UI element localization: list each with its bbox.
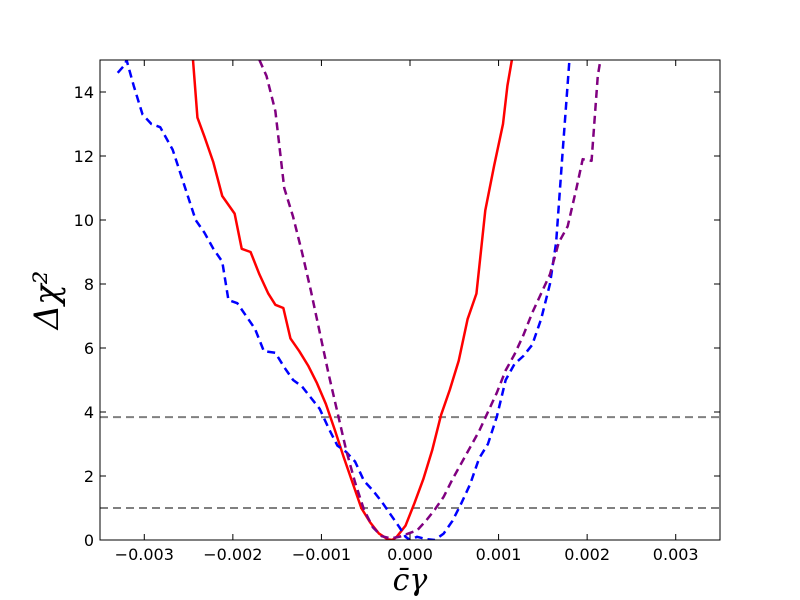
y-tick-label: 10	[74, 211, 94, 230]
series-line-2	[258, 60, 602, 540]
y-tick-label: 2	[84, 467, 94, 486]
y-tick-label: 14	[74, 83, 94, 102]
series-line-0	[191, 60, 514, 540]
x-tick-label: 0.003	[653, 545, 699, 564]
x-tick-label: −0.003	[115, 545, 174, 564]
x-tick-label: 0.000	[387, 545, 433, 564]
y-axis: 0 2 4 6 8 10 12 14	[74, 83, 720, 550]
y-tick-label: 4	[84, 403, 94, 422]
x-tick-label: 0.002	[564, 545, 610, 564]
x-tick-label: −0.001	[292, 545, 351, 564]
x-axis-label: c̄γ	[393, 563, 428, 598]
x-tick-label: −0.002	[203, 545, 262, 564]
y-tick-label: 8	[84, 275, 94, 294]
series-group	[116, 60, 602, 540]
series-line-1	[116, 60, 571, 540]
y-axis-label: Δχ²	[27, 271, 67, 332]
y-tick-label: 0	[84, 531, 94, 550]
y-tick-label: 12	[74, 147, 94, 166]
x-tick-label: 0.001	[476, 545, 522, 564]
x-axis: −0.003 −0.002 −0.001 0.000 0.001 0.002 0.003	[115, 60, 699, 564]
y-tick-label: 6	[84, 339, 94, 358]
